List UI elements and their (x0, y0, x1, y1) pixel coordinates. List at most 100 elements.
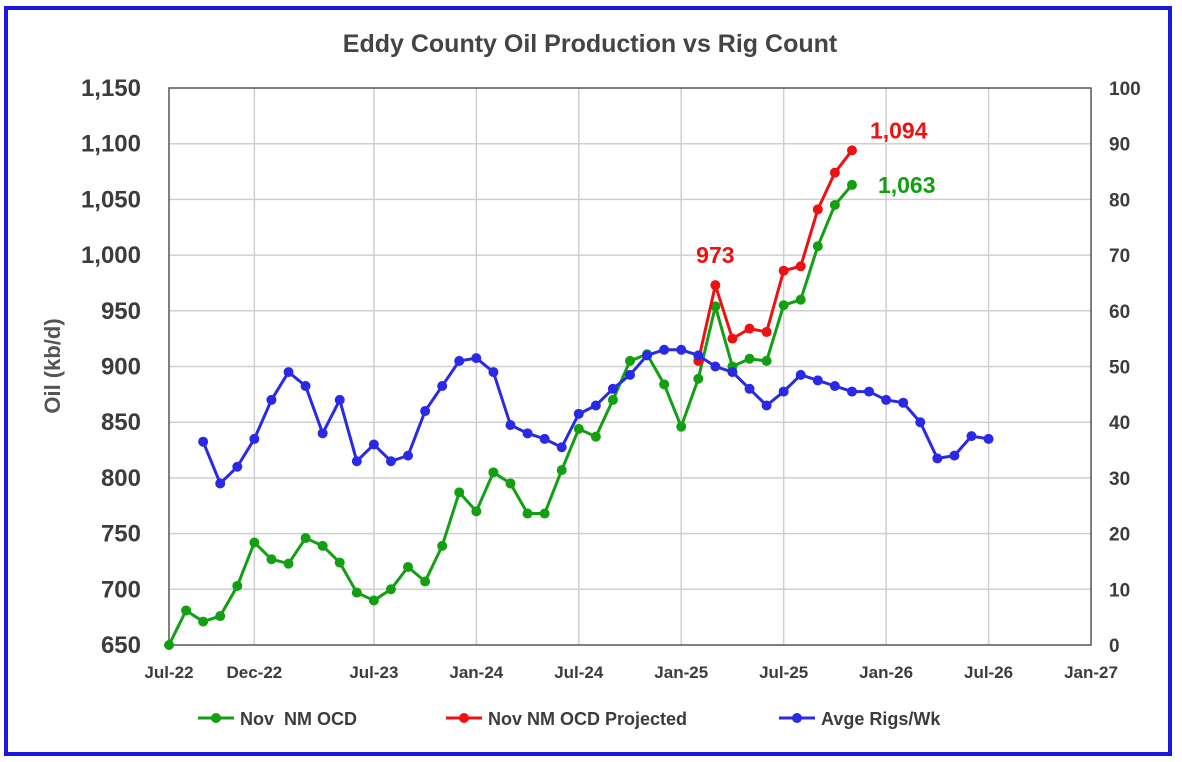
data-point (846, 145, 857, 156)
data-point (317, 540, 328, 551)
series-line (696, 149, 854, 362)
right-axis-ticks: 0 10 20 30 40 50 60 70 80 90 100 (1109, 79, 1141, 657)
data-point (744, 353, 755, 364)
legend-marker (792, 713, 802, 723)
data-point (590, 431, 601, 442)
data-point (607, 394, 618, 405)
x-tick-label: Jul-26 (964, 663, 1013, 682)
data-point (556, 442, 567, 453)
data-point (812, 375, 823, 386)
data-point (437, 540, 448, 551)
y-tick-label: 1,050 (81, 186, 141, 213)
legend-label: Avge Rigs/Wk (821, 709, 941, 729)
x-tick-label: Jul-24 (554, 663, 604, 682)
data-point (198, 616, 209, 627)
chart-frame (4, 6, 1172, 756)
y2-tick-label: 50 (1109, 358, 1130, 379)
legend-item: Nov NM OCD Projected (446, 709, 687, 729)
data-point (607, 383, 618, 394)
data-point (659, 344, 670, 355)
data-point (625, 355, 635, 366)
data-point (898, 397, 909, 408)
data-point (522, 508, 533, 519)
data-point (351, 456, 362, 467)
data-point (744, 323, 755, 334)
y-tick-label: 800 (101, 465, 141, 492)
data-point (864, 386, 875, 397)
data-point (556, 465, 567, 476)
y-tick-label: 900 (101, 354, 141, 381)
legend-marker (459, 713, 469, 723)
gridlines (169, 88, 1091, 645)
series-line (201, 348, 989, 485)
data-point (249, 537, 260, 548)
x-tick-label: Jul-23 (349, 663, 398, 682)
y2-tick-label: 0 (1109, 636, 1120, 657)
data-point (232, 461, 243, 472)
data-point (795, 369, 806, 380)
x-axis-ticks: Jul-22 Dec-22 Jul-23 Jan-24 Jul-24 Jan-25 Jul-… (144, 663, 1118, 682)
x-tick-label: Jul-25 (759, 663, 808, 682)
data-point (761, 400, 772, 411)
data-point (795, 294, 806, 305)
y2-tick-label: 40 (1109, 413, 1130, 434)
data-point (710, 301, 721, 312)
legend: Nov NM OCD Nov NM OCD Projected Avge Rigs/… (198, 709, 941, 729)
data-point (300, 380, 311, 391)
data-point (727, 367, 738, 378)
data-point (846, 386, 857, 397)
data-point (300, 533, 311, 544)
data-point (676, 344, 687, 355)
data-point (198, 436, 209, 447)
data-point (368, 439, 379, 450)
data-point (403, 562, 414, 573)
data-point (283, 558, 294, 569)
data-point (488, 367, 499, 378)
y-tick-label: 950 (101, 298, 141, 325)
x-tick-label: Jan-25 (654, 663, 708, 682)
data-annotation: 1,063 (878, 172, 936, 198)
x-tick-label: Jan-27 (1064, 663, 1118, 682)
data-point (590, 400, 601, 411)
data-point (454, 355, 465, 366)
series-line (167, 183, 854, 646)
data-point (488, 467, 499, 478)
data-annotation: 973 (696, 242, 734, 268)
x-tick-label: Dec-22 (226, 663, 282, 682)
x-tick-label: Jan-26 (859, 663, 913, 682)
y-tick-label: 850 (101, 409, 141, 436)
data-point (573, 423, 584, 434)
y-tick-label: 700 (101, 576, 141, 603)
y-axis-label: Oil (kb/d) (40, 318, 65, 413)
x-tick-label: Jan-24 (449, 663, 503, 682)
data-point (266, 394, 277, 405)
data-point (266, 554, 277, 565)
y2-tick-label: 100 (1109, 79, 1141, 100)
y-tick-label: 1,150 (81, 75, 141, 102)
data-point (915, 417, 926, 428)
data-point (829, 199, 840, 210)
legend-label: Nov NM OCD Projected (488, 709, 687, 729)
data-point (505, 478, 516, 489)
y-tick-label: 1,100 (81, 131, 141, 158)
data-point (812, 204, 823, 215)
legend-marker (211, 713, 221, 723)
data-point (710, 280, 721, 291)
data-point (232, 580, 243, 591)
data-point (317, 428, 328, 439)
data-point (215, 478, 226, 489)
data-point (385, 456, 396, 467)
chart-title: Eddy County Oil Production vs Rig Count (343, 30, 838, 58)
data-point (420, 406, 431, 417)
plot-area (168, 87, 1092, 646)
annotations: 973 1,094 1,063 (696, 117, 935, 268)
data-point (829, 167, 840, 178)
data-point (795, 261, 806, 272)
data-point (471, 506, 482, 517)
data-point (539, 508, 550, 519)
data-point (420, 576, 431, 587)
legend-item: Nov NM OCD (198, 709, 357, 729)
data-point (881, 394, 892, 405)
y-tick-label: 750 (101, 521, 141, 548)
